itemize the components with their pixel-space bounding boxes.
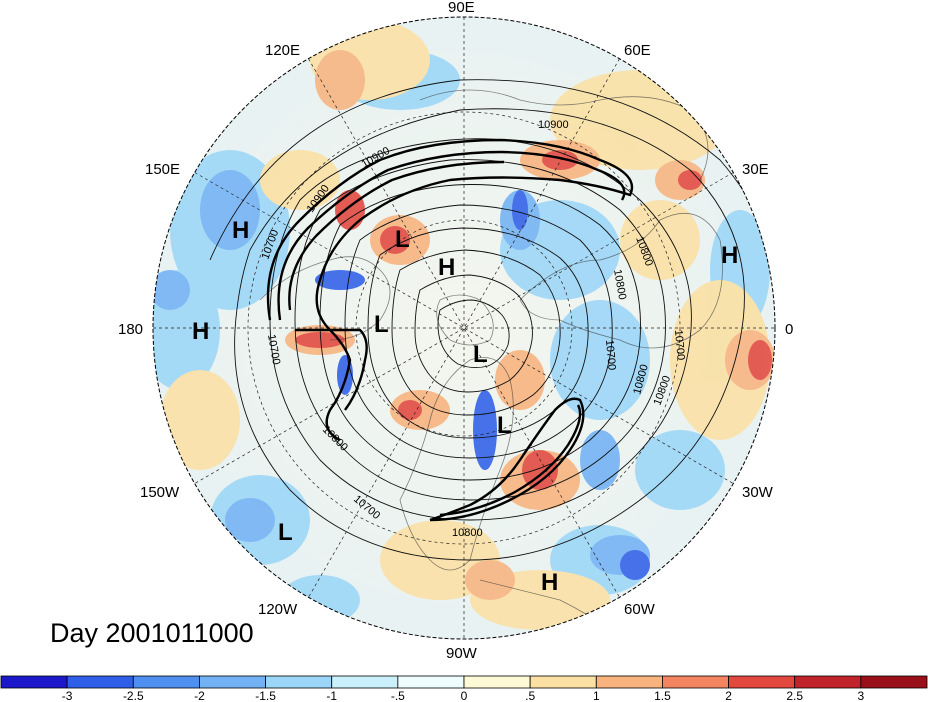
colorbar-tick-label: -3 [62,689,73,702]
colorbar-swatch [463,675,531,689]
contour-label: 10700 [265,333,282,365]
pressure-center-low: L [374,311,389,338]
colorbar: -3 -2.5 -2 -1.5 -1 -.5 0 .5 1 1.5 2 2.5 3 [0,675,928,702]
colorbar-tick-label: 2.5 [786,689,803,702]
pressure-center-high: H [438,254,455,281]
pressure-centers: H L H H L H L L L H [192,217,738,596]
jet-stream-contours [266,138,634,522]
lon-label-180: 180 [118,321,143,338]
colorbar-tick-label: -2.5 [123,689,144,702]
map-boundary [152,16,776,640]
colorbar-tick-label: 1 [593,689,600,702]
lon-label-30w: 30W [742,484,774,501]
colorbar-swatch [331,675,399,689]
colorbar-tick-label: 2 [725,689,732,702]
lon-label-30e: 30E [742,161,769,178]
pressure-center-high: H [192,318,209,345]
pressure-center-low: L [395,226,410,253]
colorbar-tick-label: 3 [858,689,865,702]
contour-label: 10800 [452,527,483,539]
lon-label-0: 0 [785,321,793,338]
lon-label-60e: 60E [624,42,651,59]
contour-label: 10700 [672,329,687,361]
colorbar-tick-label: -2 [194,689,205,702]
colorbar-swatch [595,675,663,689]
colorbar-swatches [0,675,928,689]
colorbar-tick-label: -1 [326,689,337,702]
colorbar-swatch [132,675,200,689]
contour-label: 10800 [611,268,628,300]
pressure-center-high: H [232,217,249,244]
colorbar-swatch [199,675,266,689]
lon-label-60w: 60W [624,601,656,618]
colorbar-swatch [662,675,729,689]
colorbar-swatch [728,675,796,689]
lon-label-90w: 90W [446,645,478,662]
lon-label-90e: 90E [448,0,475,16]
colorbar-tick-label: -.5 [391,689,405,702]
colorbar-tick-label: -1.5 [255,689,276,702]
contour-label: 10900 [538,119,569,131]
lon-label-120e: 120E [265,42,300,59]
pressure-center-high: H [541,569,558,596]
colorbar-swatch [265,675,333,689]
date-title: Day 2001011000 [50,618,254,648]
colorbar-tick-label: .5 [525,689,535,702]
lon-label-150w: 150W [140,484,180,501]
colorbar-swatch [794,675,862,689]
pressure-center-low: L [278,519,293,546]
colorbar-swatch [397,675,465,689]
colorbar-swatch [860,675,928,689]
pressure-center-high: H [721,242,738,269]
contour-label: 10700 [603,339,618,371]
longitude-labels: 90E 60E 30E 0 30W 60W 90W 120W 150W 180 … [118,0,793,662]
lon-label-150e: 150E [145,161,180,178]
colorbar-ticks: -3 -2.5 -2 -1.5 -1 -.5 0 .5 1 1.5 2 2.5 3 [62,689,865,702]
pressure-center-low: L [497,412,512,439]
pressure-center-low: L [473,341,488,368]
colorbar-swatch [529,675,597,689]
colorbar-tick-label: 0 [461,689,468,702]
polar-stereographic-map: 10900 10900 10800 10800 10700 10700 1080… [118,0,793,662]
colorbar-tick-label: 1.5 [654,689,671,702]
colorbar-swatch [66,675,134,689]
colorbar-swatch [0,675,68,689]
lon-label-120w: 120W [258,601,298,618]
